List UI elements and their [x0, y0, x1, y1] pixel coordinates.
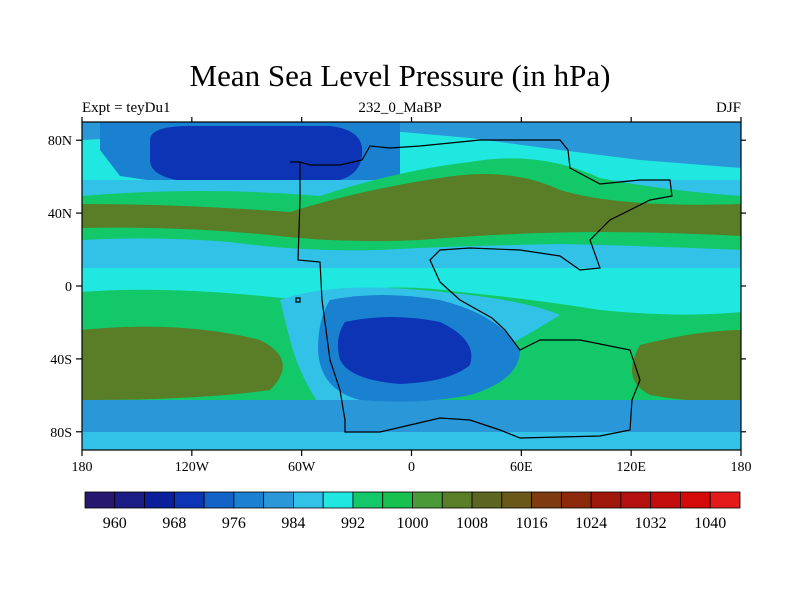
continent-outlines — [290, 139, 673, 439]
colorbar-swatch — [441, 491, 473, 509]
contour-fill-sh-south-atlantic-low — [337, 317, 472, 384]
colorbar-swatch — [650, 491, 681, 509]
x-tick-label: 120E — [616, 460, 646, 475]
colorbar-swatch — [293, 491, 324, 509]
contour-fills — [82, 122, 741, 450]
colorbar-label: 1040 — [694, 515, 726, 532]
colorbar: 960 968 976 984 992 1000 1008 1016 1024 1032 1040 — [84, 491, 741, 532]
colorbar-swatch — [203, 491, 235, 509]
colorbar-swatch — [620, 491, 652, 509]
colorbar-swatch — [114, 491, 145, 509]
colorbar-swatch — [501, 491, 532, 509]
colorbar-swatch — [84, 491, 116, 509]
continent-outline-island — [295, 297, 301, 303]
x-tick-label: 180 — [72, 460, 93, 475]
y-tick-label: 40N — [48, 207, 72, 222]
colorbar-label: 1016 — [516, 515, 548, 532]
time-period-label: 232_0_MaBP — [358, 100, 442, 116]
colorbar-swatch — [590, 491, 622, 509]
x-tick-label: 60E — [510, 460, 533, 475]
colorbar-swatch — [709, 491, 741, 509]
y-tick-label: 80S — [50, 426, 72, 441]
colorbar-swatch — [560, 491, 592, 509]
x-tick-label: 120W — [175, 460, 210, 475]
colorbar-swatch — [173, 491, 205, 509]
colorbar-label: 992 — [341, 515, 365, 532]
colorbar-label: 1032 — [635, 515, 667, 532]
colorbar-swatch — [322, 491, 354, 509]
contour-fill-sh-indian-high — [632, 330, 741, 402]
x-tick-label: 60W — [288, 460, 316, 475]
colorbar-swatch — [352, 491, 384, 509]
experiment-label: Expt = teyDu1 — [82, 100, 171, 116]
x-tick-label: 0 — [408, 460, 415, 475]
colorbar-label: 976 — [222, 515, 246, 532]
colorbar-label: 1024 — [575, 515, 607, 532]
colorbar-label: 1000 — [397, 515, 429, 532]
colorbar-label: 1008 — [456, 515, 488, 532]
colorbar-swatch — [382, 491, 413, 509]
contour-fill-nh-pacific-low — [150, 126, 363, 182]
contour-fill-nh-subpolar — [82, 122, 741, 168]
contour-fill-nh-subtropical-high — [82, 174, 741, 242]
colorbar-swatch — [531, 491, 562, 509]
x-tick-label: 180 — [731, 460, 752, 475]
colorbar-swatch — [263, 491, 294, 509]
chart-title: Mean Sea Level Pressure (in hPa) — [189, 58, 611, 93]
colorbar-label: 960 — [103, 515, 127, 532]
y-tick-label: 80N — [48, 134, 72, 149]
season-label: DJF — [715, 100, 741, 116]
contour-fill-sh-pacific-high — [82, 326, 283, 400]
colorbar-label: 968 — [162, 515, 186, 532]
colorbar-swatch — [471, 491, 503, 509]
y-axis: 80N 40N 0 40S 80S — [48, 134, 746, 441]
colorbar-swatch — [233, 491, 265, 509]
y-tick-label: 0 — [65, 280, 72, 295]
contour-fill-antarctic-cap — [82, 432, 741, 450]
continent-outline-main — [290, 139, 673, 439]
y-tick-label: 40S — [50, 353, 72, 368]
colorbar-swatch — [412, 491, 443, 509]
colorbar-label: 984 — [281, 515, 305, 532]
x-axis: 180 120W 60W 0 60E 120E 180 — [72, 117, 752, 475]
colorbar-swatch — [680, 491, 711, 509]
colorbar-swatch — [144, 491, 175, 509]
